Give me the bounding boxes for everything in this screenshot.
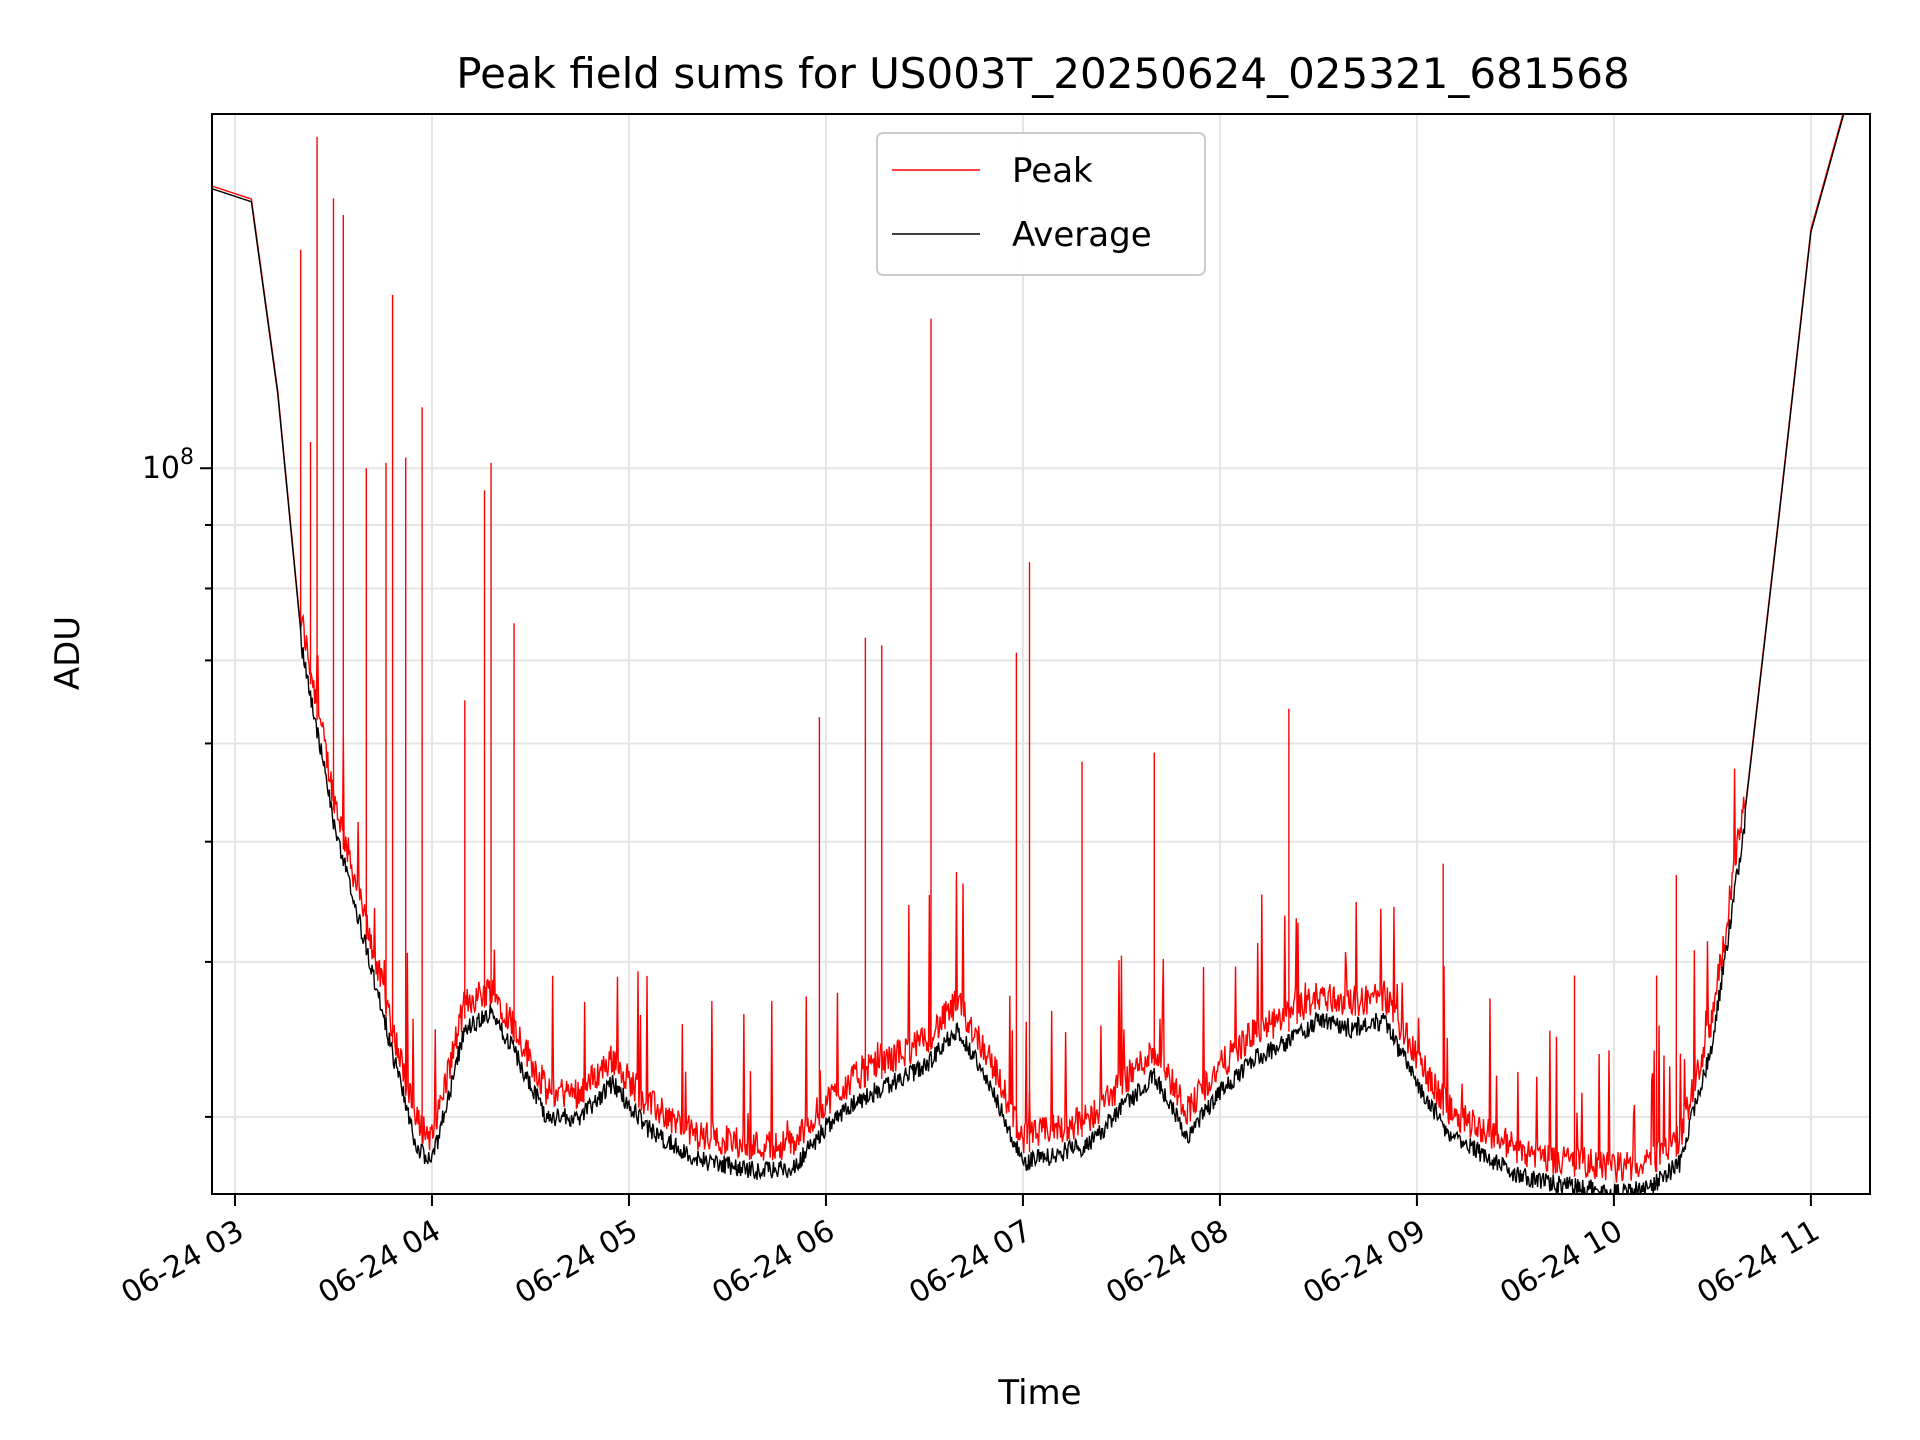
legend-box	[876, 132, 1206, 276]
legend: Peak Average	[876, 132, 1206, 276]
series-layer	[212, 114, 1845, 1194]
legend-label-average: Average	[1012, 215, 1152, 255]
legend-label-peak: Peak	[1012, 151, 1093, 191]
plot-frame	[211, 113, 1871, 1195]
y-axis-label: ADU	[48, 616, 88, 690]
grid	[212, 114, 1870, 1194]
x-axis-label: Time	[997, 1373, 1081, 1413]
series-group	[212, 114, 1845, 1194]
average-series-line	[212, 114, 1845, 1194]
y-tick-exponent: 8	[180, 445, 194, 470]
chart-title: Peak field sums for US003T_20250624_0253…	[456, 49, 1629, 98]
